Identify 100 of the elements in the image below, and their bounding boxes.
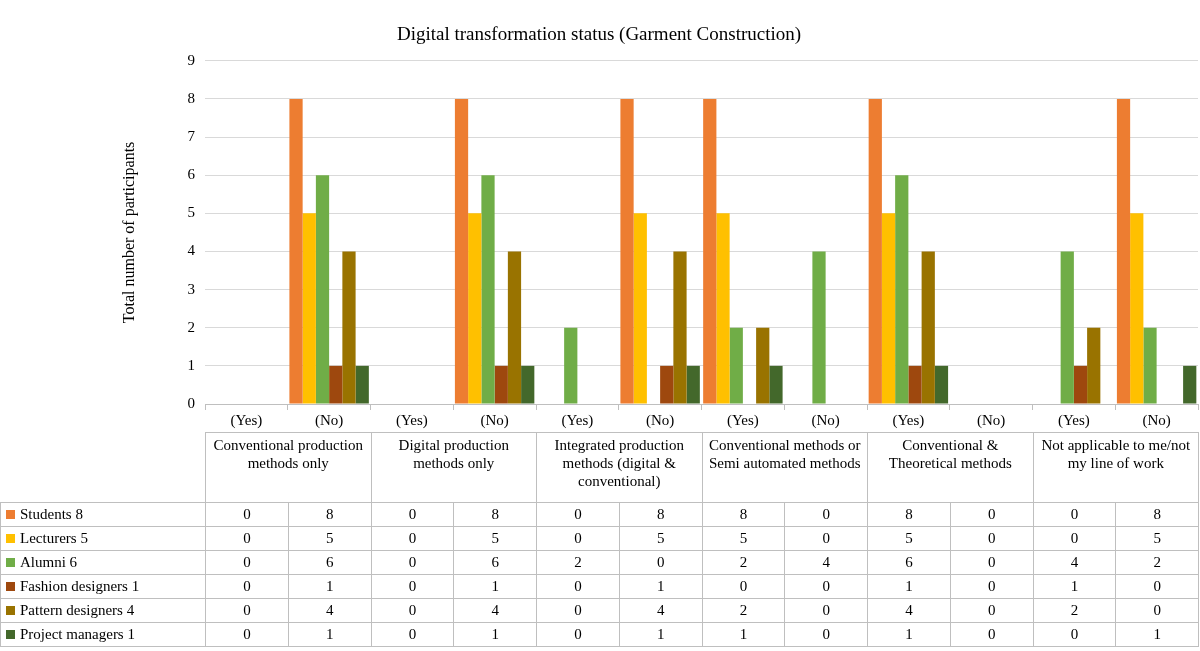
data-label: 8 — [453, 502, 537, 527]
y-tick-label: 6 — [187, 166, 196, 183]
bar — [315, 175, 330, 404]
data-label: 0 — [205, 598, 289, 623]
data-label: 0 — [536, 502, 620, 527]
data-label: 0 — [950, 622, 1034, 647]
data-label: 0 — [619, 550, 703, 575]
data-label: 0 — [784, 598, 868, 623]
data-label: 8 — [288, 502, 371, 527]
data-label: 0 — [784, 574, 868, 599]
y-tick-label: 9 — [187, 51, 195, 68]
x-tick-label: (No) — [480, 411, 509, 429]
bar — [620, 98, 634, 404]
bar — [1183, 365, 1197, 404]
text: Conventional methods or Semi automated methods — [702, 432, 868, 503]
data-label: 0 — [950, 598, 1034, 623]
bar — [769, 365, 783, 404]
x-tick-label: (Yes) — [1057, 411, 1090, 429]
bar — [1073, 365, 1088, 404]
bar — [355, 365, 369, 404]
bar — [686, 365, 700, 404]
data-label: 0 — [371, 502, 454, 527]
data-label: 0 — [1115, 598, 1199, 623]
legend-label: Students 8 — [20, 506, 83, 522]
data-label: 5 — [619, 526, 703, 551]
bar — [481, 175, 495, 404]
data-label: 5 — [453, 526, 537, 551]
bar — [729, 327, 743, 404]
data-label: 0 — [950, 526, 1034, 551]
data-label: 2 — [1115, 550, 1199, 575]
data-label: 0 — [702, 574, 785, 599]
data-label: 8 — [702, 502, 785, 527]
data-label: 1 — [1033, 574, 1116, 599]
data-label: 0 — [784, 622, 868, 647]
data-label: 2 — [702, 550, 785, 575]
bar — [660, 365, 674, 404]
y-tick-label: 1 — [187, 356, 195, 373]
data-label: 0 — [950, 502, 1034, 527]
bar — [908, 365, 922, 404]
y-tick-label: 7 — [187, 128, 196, 144]
text: Conventional production methods only — [205, 432, 371, 503]
y-tick-label: 4 — [187, 242, 196, 259]
data-label: 0 — [784, 526, 868, 551]
data-label: 0 — [1033, 622, 1116, 647]
bar — [1143, 327, 1157, 404]
bar — [868, 98, 882, 404]
y-tick-label: 2 — [187, 318, 195, 335]
text: Conventional & Theoretical methods — [867, 432, 1034, 503]
text: Integrated production methods (digital & conventional) — [536, 432, 703, 503]
bar — [468, 213, 482, 404]
data-label: 1 — [867, 622, 951, 647]
x-tick-label: (Yes) — [892, 411, 925, 429]
bar — [812, 251, 826, 404]
data-label: 2 — [536, 550, 620, 575]
bar — [1060, 251, 1074, 404]
data-label: 2 — [1033, 598, 1116, 623]
data-label: 0 — [784, 502, 868, 527]
data-label: 1 — [702, 622, 785, 647]
data-label: 0 — [536, 598, 620, 623]
data-label: 4 — [453, 598, 537, 623]
data-label: 0 — [1033, 502, 1116, 527]
data-label: 0 — [205, 502, 289, 527]
data-label: 1 — [453, 622, 537, 647]
data-label: 0 — [371, 622, 454, 647]
data-label: 4 — [619, 598, 703, 623]
data-label: 5 — [1115, 526, 1199, 551]
data-label: 8 — [1115, 502, 1199, 527]
x-tick-label: (No) — [811, 411, 840, 429]
data-label: 5 — [867, 526, 951, 551]
bar — [564, 327, 578, 404]
text: Not applicable to me/not my line of work — [1033, 432, 1199, 503]
bar — [329, 365, 343, 404]
bar — [921, 251, 935, 404]
data-label: 0 — [371, 598, 454, 623]
data-label: 0 — [371, 526, 454, 551]
data-label: 0 — [950, 550, 1034, 575]
bar — [454, 98, 469, 404]
x-tick-label: (No) — [314, 411, 344, 429]
data-label: 4 — [1033, 550, 1116, 575]
text: Digital production methods only — [371, 432, 537, 503]
data-label: 1 — [619, 574, 703, 599]
data-label: 4 — [784, 550, 868, 575]
data-label: 5 — [702, 526, 785, 551]
bar — [507, 251, 522, 404]
x-tick-label: (No) — [645, 411, 675, 429]
bar — [756, 327, 770, 404]
bar — [633, 213, 647, 404]
data-label: 1 — [453, 574, 537, 599]
data-label: 0 — [950, 574, 1034, 599]
data-label: 0 — [1033, 526, 1116, 551]
bar — [494, 365, 508, 404]
bar — [1116, 98, 1131, 404]
bar — [703, 98, 717, 404]
data-label: 1 — [288, 622, 371, 647]
data-label: 4 — [867, 598, 951, 623]
y-axis-title: Total number of participants — [119, 141, 138, 324]
data-label: 0 — [371, 574, 454, 599]
data-label: 8 — [619, 502, 703, 527]
bar — [302, 213, 316, 404]
legend-label: Fashion designers 1 — [20, 578, 140, 594]
